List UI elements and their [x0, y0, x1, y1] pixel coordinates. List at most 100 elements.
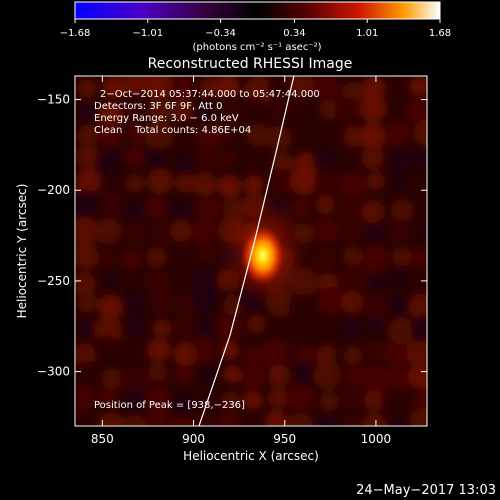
heat-texture-cell — [313, 248, 336, 271]
annotation-block: 2−Oct−2014 05:37:44.000 to 05:47:44.000 … — [94, 89, 320, 411]
heat-texture-cell — [367, 272, 387, 291]
colorbar-unit-label: (photons cm⁻² s⁻¹ asec⁻²) — [192, 42, 321, 53]
heat-texture-cell — [412, 176, 427, 198]
heat-texture-cell — [335, 145, 361, 172]
annotation-peak-position: Position of Peak = [938,−236] — [94, 400, 245, 411]
heat-texture-cell — [148, 362, 168, 382]
y-tick-label: −200 — [37, 183, 70, 197]
heat-texture-cell — [95, 147, 124, 177]
heat-texture-cell — [337, 215, 366, 244]
heat-texture-cell — [313, 312, 339, 338]
heat-texture-cell — [312, 146, 336, 171]
heat-texture-cell — [75, 216, 99, 247]
heat-texture-cell — [217, 174, 242, 199]
heat-texture-cell — [77, 78, 97, 99]
heat-texture-cell — [345, 416, 365, 426]
heat-texture-cell — [407, 364, 427, 389]
heat-texture-cell — [238, 96, 268, 126]
y-axis-label: Heliocentric Y (arcsec) — [15, 184, 29, 319]
heat-texture-cell — [152, 319, 172, 339]
heat-texture-cell — [76, 168, 101, 194]
heat-texture-cell — [172, 99, 195, 122]
heat-texture-cell — [76, 144, 101, 169]
annotation-time-range: 2−Oct−2014 05:37:44.000 to 05:47:44.000 — [100, 89, 320, 100]
heat-texture-cell — [192, 171, 218, 197]
heat-texture-cell — [238, 411, 265, 426]
heat-texture-cell — [126, 222, 148, 244]
heat-texture-cell — [223, 295, 244, 316]
heat-texture-cell — [342, 81, 363, 102]
heat-texture-cell — [390, 199, 414, 222]
x-axis-label: Heliocentric X (arcsec) — [183, 449, 319, 463]
colorbar-ticks: −1.68 −1.01 −0.34 0.34 1.01 1.68 — [60, 19, 451, 39]
heat-texture-cell — [289, 166, 319, 196]
heat-texture-cell — [365, 316, 385, 336]
annotation-detectors: Detectors: 3F 6F 9F, Att 0 — [94, 101, 222, 112]
heat-texture-cell — [361, 76, 386, 102]
heat-texture-cell — [171, 270, 192, 291]
heat-texture-cell — [122, 249, 142, 269]
heat-texture-cell — [265, 410, 287, 426]
y-axis-ticks: −150 −200 −250 −300 — [37, 93, 427, 379]
heat-texture-cell — [153, 222, 172, 242]
heat-texture-cell — [272, 152, 294, 174]
heat-texture-cell — [340, 172, 367, 200]
heat-texture-cell — [410, 315, 427, 345]
heat-texture-cell — [77, 292, 98, 313]
heat-texture-cell — [362, 340, 383, 361]
heat-texture-cell — [93, 315, 123, 345]
heat-texture-cell — [359, 123, 386, 150]
heat-texture-cell — [145, 197, 168, 220]
heat-texture-cell — [121, 387, 149, 416]
heat-texture-cell — [363, 389, 385, 411]
heat-texture-cell — [75, 410, 97, 426]
heat-texture-cell — [366, 171, 386, 191]
heat-texture-cell — [412, 192, 427, 223]
heat-texture-cell — [345, 363, 365, 384]
heat-texture-cell — [98, 103, 123, 127]
heat-texture-cell — [192, 99, 215, 122]
heat-texture-cell — [340, 194, 368, 222]
heat-texture-cell — [289, 99, 310, 119]
x-axis-ticks: 850 900 950 1000 — [91, 76, 391, 446]
heat-texture-cell — [215, 76, 240, 99]
heat-texture-cell — [243, 390, 263, 410]
heat-texture-cell — [340, 265, 369, 294]
heat-texture-cell — [312, 414, 338, 426]
heat-texture-cell — [313, 170, 342, 198]
solar-limb-line — [198, 76, 295, 426]
y-tick-label: −150 — [37, 93, 70, 107]
heat-texture-cell — [75, 189, 100, 220]
heat-texture-cell — [386, 294, 412, 319]
heat-texture-cell — [75, 243, 100, 270]
heat-texture-cell — [223, 365, 242, 384]
heat-texture-cell — [147, 168, 174, 195]
heat-texture-cell — [339, 315, 363, 340]
heat-texture-cell — [123, 269, 142, 288]
heat-texture-cell — [361, 146, 385, 170]
heat-texture-cell — [313, 76, 340, 102]
heat-texture-cell — [292, 361, 319, 388]
heat-texture-cell — [197, 364, 219, 386]
heat-texture-cell — [313, 217, 339, 243]
heat-texture-cell — [124, 76, 146, 96]
heat-texture-cell — [260, 339, 291, 370]
x-tick-label: 1000 — [361, 432, 392, 446]
heat-texture-cell — [267, 387, 289, 409]
heat-texture-cell — [124, 145, 148, 169]
heat-texture-cell — [244, 175, 264, 195]
heat-texture-cell — [392, 247, 412, 267]
heat-texture-cell — [101, 368, 123, 390]
heat-texture-cell — [313, 361, 341, 390]
heat-texture-cell — [175, 173, 195, 193]
heat-texture-cell — [343, 246, 363, 266]
heat-texture-cell — [122, 415, 149, 426]
heat-texture-cell — [388, 219, 410, 241]
heat-texture-cell — [318, 121, 339, 143]
heat-texture-cell — [172, 243, 201, 271]
plot-frame — [74, 75, 428, 427]
colorbar: −1.68 −1.01 −0.34 0.34 1.01 1.68 (photons cm⁻… — [60, 1, 451, 53]
annotation-energy-range: Energy Range: 3.0 − 6.0 keV — [94, 113, 239, 124]
heat-texture-cell — [319, 391, 339, 412]
